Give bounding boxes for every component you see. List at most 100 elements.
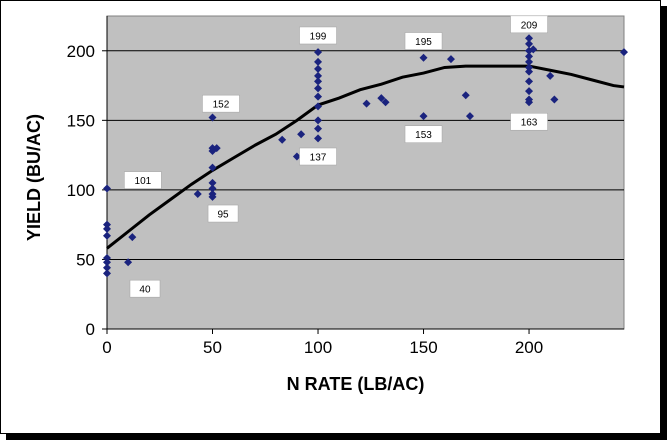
annotation-box [299, 147, 337, 166]
data-point [103, 263, 111, 272]
annotation-box [404, 125, 443, 143]
frame-shadow-bottom [6, 434, 667, 440]
data-point [103, 254, 111, 263]
data-point [103, 258, 111, 267]
annotation-137: 137 [299, 147, 337, 166]
plot-area [106, 15, 625, 330]
data-point [292, 152, 301, 161]
annotation-box [510, 112, 548, 131]
data-points [103, 34, 628, 278]
data-point [103, 184, 111, 193]
annotation-text: 209 [521, 20, 538, 31]
x-axis-title: N RATE (LB/AC) [287, 374, 425, 394]
annotation-box [202, 94, 240, 113]
data-point [128, 233, 137, 242]
data-point [546, 71, 555, 80]
annotation-box [510, 15, 548, 34]
annotation-text: 152 [213, 100, 230, 111]
data-point [525, 77, 534, 86]
data-point [103, 231, 111, 240]
annotation-text: 195 [415, 37, 432, 48]
y-tick-label-100: 100 [67, 181, 95, 200]
annotation-text: 137 [310, 153, 327, 164]
data-point [193, 190, 202, 199]
annotation-text: 199 [310, 31, 327, 42]
data-point [529, 45, 538, 54]
data-point [314, 92, 323, 101]
annotation-box [299, 26, 337, 45]
trend-curve [106, 64, 625, 250]
data-point [314, 64, 323, 73]
y-tick-label-50: 50 [76, 250, 95, 269]
data-point [314, 84, 323, 93]
annotation-box [207, 204, 239, 223]
frame-shadow-right [661, 6, 667, 440]
data-point [419, 53, 428, 62]
data-point [297, 130, 306, 139]
data-point [362, 99, 371, 108]
annotation-text: 153 [415, 130, 432, 141]
annotation-text: 95 [217, 210, 229, 221]
annotation-152: 152 [202, 94, 240, 113]
data-point [278, 135, 287, 144]
data-point [208, 184, 217, 193]
x-tick-label-150: 150 [409, 338, 437, 357]
data-point [103, 224, 111, 233]
annotation-153: 153 [404, 125, 443, 143]
data-point [381, 98, 390, 107]
annotation-box [404, 32, 443, 50]
annotation-text: 40 [139, 285, 151, 296]
data-point [314, 124, 323, 133]
data-point [314, 48, 323, 57]
data-point [525, 57, 534, 66]
data-point [525, 39, 534, 48]
annotation-101: 101 [124, 171, 162, 189]
data-point [446, 55, 455, 64]
data-point [314, 77, 323, 86]
data-point [620, 48, 628, 57]
y-tick-label-200: 200 [67, 42, 95, 61]
annotation-199: 199 [299, 26, 337, 45]
tick-labels: 0 50 100 150 200 0 50 100 150 200 [67, 42, 544, 357]
annotation-text: 101 [135, 176, 152, 187]
data-point [525, 87, 534, 96]
data-point [208, 113, 217, 122]
data-point [103, 220, 111, 229]
data-point [208, 192, 217, 201]
data-point [550, 95, 559, 104]
annotation-163: 163 [510, 112, 548, 131]
annotation-box [124, 171, 162, 189]
data-point [103, 269, 111, 278]
data-point [419, 112, 428, 121]
y-tick-label-0: 0 [86, 320, 95, 339]
annotation-text: 163 [521, 118, 538, 129]
annotation-195: 195 [404, 32, 443, 50]
annotation-95: 95 [207, 204, 239, 223]
x-tick-label-50: 50 [203, 338, 222, 357]
y-tick-label-150: 150 [67, 111, 95, 130]
data-point [208, 163, 217, 172]
data-point [525, 34, 534, 43]
data-point [208, 178, 217, 187]
data-point [314, 57, 323, 66]
data-point [377, 94, 386, 103]
data-point [525, 67, 534, 76]
annotations: 199 195 209 152 137 153 163 101 95 40 [124, 15, 548, 298]
data-point [314, 134, 323, 143]
data-point [465, 112, 474, 121]
x-tick-label-100: 100 [304, 338, 332, 357]
annotation-box [129, 279, 161, 298]
y-axis-title: YIELD (BU/AC) [24, 114, 44, 241]
data-point [124, 258, 133, 267]
data-point [314, 71, 323, 80]
x-tick-label-0: 0 [102, 338, 111, 357]
data-point [212, 144, 221, 153]
data-point [314, 102, 323, 111]
data-point [525, 63, 534, 72]
data-point [525, 52, 534, 61]
annotation-40: 40 [129, 279, 161, 298]
annotation-209: 209 [510, 15, 548, 34]
x-tick-label-200: 200 [515, 338, 543, 357]
data-point [314, 116, 323, 125]
